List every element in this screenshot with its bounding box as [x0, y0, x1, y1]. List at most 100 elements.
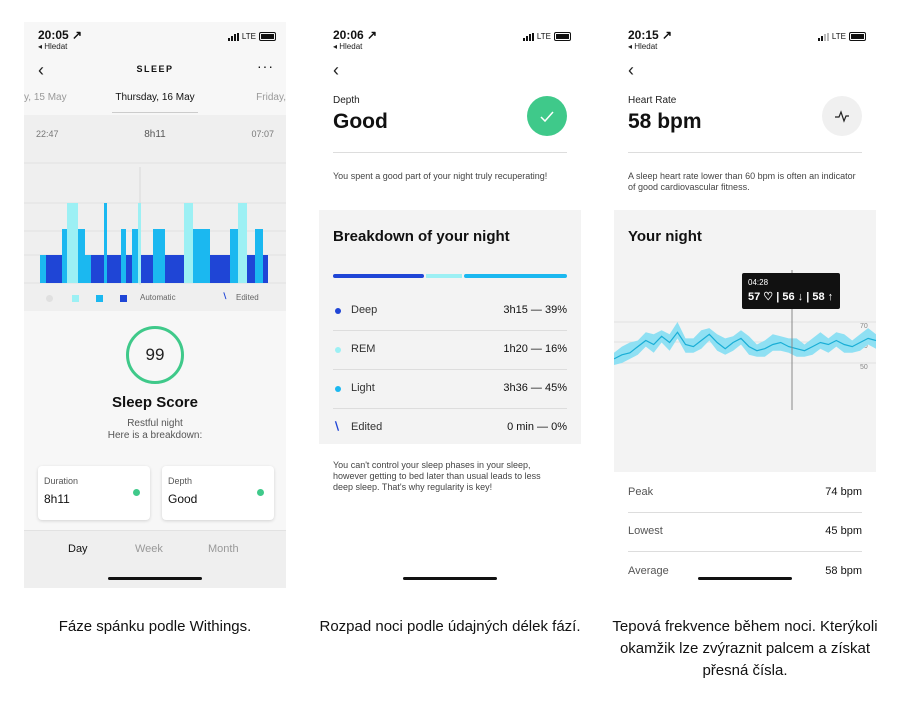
breakdown-row-deep: Deep 3h15 — 39%: [333, 292, 567, 330]
tab-month[interactable]: Month: [208, 543, 239, 555]
phase-value: 1h20 — 16%: [503, 343, 567, 355]
sleep-phases-chart[interactable]: 22:47 8h11 07:07: [24, 115, 286, 311]
heart-rate-chart-panel[interactable]: Your night 70 60 50 04:28 57 ♡ | 56 ↓ | …: [614, 210, 876, 472]
y-tick-50: 50: [860, 364, 868, 371]
status-dot-icon: [133, 489, 140, 496]
stat-name: Average: [628, 565, 669, 577]
page-title: SLEEP: [136, 64, 174, 74]
heartbeat-icon[interactable]: [822, 96, 862, 136]
next-date[interactable]: Friday,: [256, 92, 286, 103]
battery-icon: [849, 32, 866, 41]
status-time: 20:06 ↗: [333, 28, 378, 42]
tooltip: 04:28 57 ♡ | 56 ↓ | 58 ↑: [742, 273, 840, 309]
back-to-search-link[interactable]: ◂ Hledat: [628, 42, 658, 51]
duration-value: 8h11: [44, 492, 70, 506]
phase-value: 3h36 — 45%: [503, 382, 567, 394]
battery-icon: [259, 32, 276, 41]
heart-rate-screen: 20:15 ↗ ◂ Hledat LTE ‹ Heart Rate 58 bpm…: [614, 22, 876, 588]
caption-heart-rate: Tepová frekvence během noci. Kterýkoli o…: [612, 618, 878, 679]
chart-title: Your night: [628, 228, 702, 245]
duration-card[interactable]: Duration 8h11: [38, 466, 150, 520]
network-type: LTE: [536, 32, 551, 41]
legend-automatic-label: Automatic: [140, 293, 176, 302]
status-bar: 20:06 ↗ ◂ Hledat LTE: [333, 28, 571, 54]
breakdown-row-rem: REM 1h20 — 16%: [333, 330, 567, 369]
caption-night-breakdown: Rozpad noci podle údajných délek fází.: [319, 618, 581, 635]
back-chevron-icon[interactable]: ‹: [628, 60, 634, 80]
home-indicator[interactable]: [108, 577, 202, 580]
sleep-start-time: 22:47: [36, 129, 59, 139]
metric-label: Heart Rate: [628, 95, 677, 106]
breakdown-row-light: Light 3h36 — 45%: [333, 369, 567, 408]
legend-awake-swatch: [46, 295, 53, 302]
sleep-score-title: Sleep Score: [112, 394, 198, 411]
breakdown-intro-text: Here is a breakdown:: [107, 430, 203, 441]
heart-rate-line: [614, 331, 876, 360]
depth-value: Good: [168, 492, 198, 506]
legend-edited-label: Edited: [236, 293, 259, 302]
divider: [628, 152, 862, 153]
heart-rate-description: A sleep heart rate lower than 60 bpm is …: [628, 171, 856, 192]
legend-deep-swatch: [120, 295, 127, 302]
metric-value: 58 bpm: [628, 110, 702, 133]
sleep-score-subtitle: Restful night Here is a breakdown:: [24, 418, 286, 442]
duration-label: Duration: [44, 476, 79, 486]
tooltip-time: 04:28: [748, 278, 769, 287]
metric-label: Depth: [333, 95, 360, 106]
deep-dot-icon: [335, 308, 341, 314]
chart-legend: Automatic ∖ Edited: [24, 292, 286, 305]
signal-icon: [227, 32, 239, 41]
date-underline: [112, 112, 198, 113]
status-bar: 20:05 ↗ ◂ Hledat LTE: [38, 28, 276, 54]
back-chevron-icon[interactable]: ‹: [38, 60, 44, 80]
network-type: LTE: [241, 32, 256, 41]
light-segment: [464, 274, 567, 278]
signal-icon: [817, 32, 829, 41]
breakdown-row-edited: ∖ Edited 0 min — 0%: [333, 408, 567, 447]
edited-icon: ∖: [333, 421, 341, 433]
back-chevron-icon[interactable]: ‹: [333, 60, 339, 80]
depth-label: Depth: [168, 476, 193, 486]
divider: [333, 152, 567, 153]
depth-screen: 20:06 ↗ ◂ Hledat LTE ‹ Depth Good You sp…: [319, 22, 581, 588]
rem-dot-icon: [335, 347, 341, 353]
phase-name: Deep: [351, 304, 378, 316]
sleep-score-ring[interactable]: 99: [126, 326, 184, 384]
stat-name: Peak: [628, 486, 654, 498]
metric-value: Good: [333, 110, 388, 133]
phase-value: 3h15 — 39%: [503, 304, 567, 316]
phase-name: REM: [351, 343, 376, 355]
back-to-search-link[interactable]: ◂ Hledat: [38, 42, 68, 51]
tab-day[interactable]: Day: [68, 543, 88, 555]
sleep-screen: 20:05 ↗ ◂ Hledat LTE ‹ SLEEP ··· y, 15 M…: [24, 22, 286, 588]
back-to-search-link[interactable]: ◂ Hledat: [333, 42, 363, 51]
network-status: LTE: [817, 32, 866, 41]
heart-rate-range-band: [614, 322, 876, 365]
rem-segment: [426, 274, 462, 278]
stat-value: 74 bpm: [825, 486, 862, 498]
tab-week[interactable]: Week: [135, 543, 163, 555]
phase-name: Light: [351, 382, 375, 394]
stat-row-average: Average 58 bpm: [628, 552, 862, 588]
phase-value: 0 min — 0%: [507, 421, 567, 433]
previous-date[interactable]: y, 15 May: [24, 92, 67, 103]
stat-name: Lowest: [628, 525, 663, 537]
current-date: Thursday, 16 May: [115, 92, 195, 103]
date-selector: y, 15 May Thursday, 16 May Friday,: [24, 92, 286, 114]
night-breakdown-panel: Breakdown of your night Deep 3h15 — 39% …: [319, 210, 581, 444]
signal-icon: [522, 32, 534, 41]
home-indicator[interactable]: [403, 577, 497, 580]
network-type: LTE: [831, 32, 846, 41]
sleep-quality-text: Restful night: [127, 418, 183, 429]
home-indicator[interactable]: [698, 577, 792, 580]
battery-icon: [554, 32, 571, 41]
check-icon: [527, 96, 567, 136]
breakdown-footnote: You can't control your sleep phases in y…: [333, 460, 541, 492]
tooltip-values: 57 ♡ | 56 ↓ | 58 ↑: [748, 291, 834, 303]
deep-segment: [333, 274, 424, 278]
status-time: 20:15 ↗: [628, 28, 673, 42]
sleep-duration: 8h11: [144, 129, 166, 140]
depth-card[interactable]: Depth Good: [162, 466, 274, 520]
legend-light-swatch: [96, 295, 103, 302]
more-options-icon[interactable]: ···: [257, 58, 274, 74]
